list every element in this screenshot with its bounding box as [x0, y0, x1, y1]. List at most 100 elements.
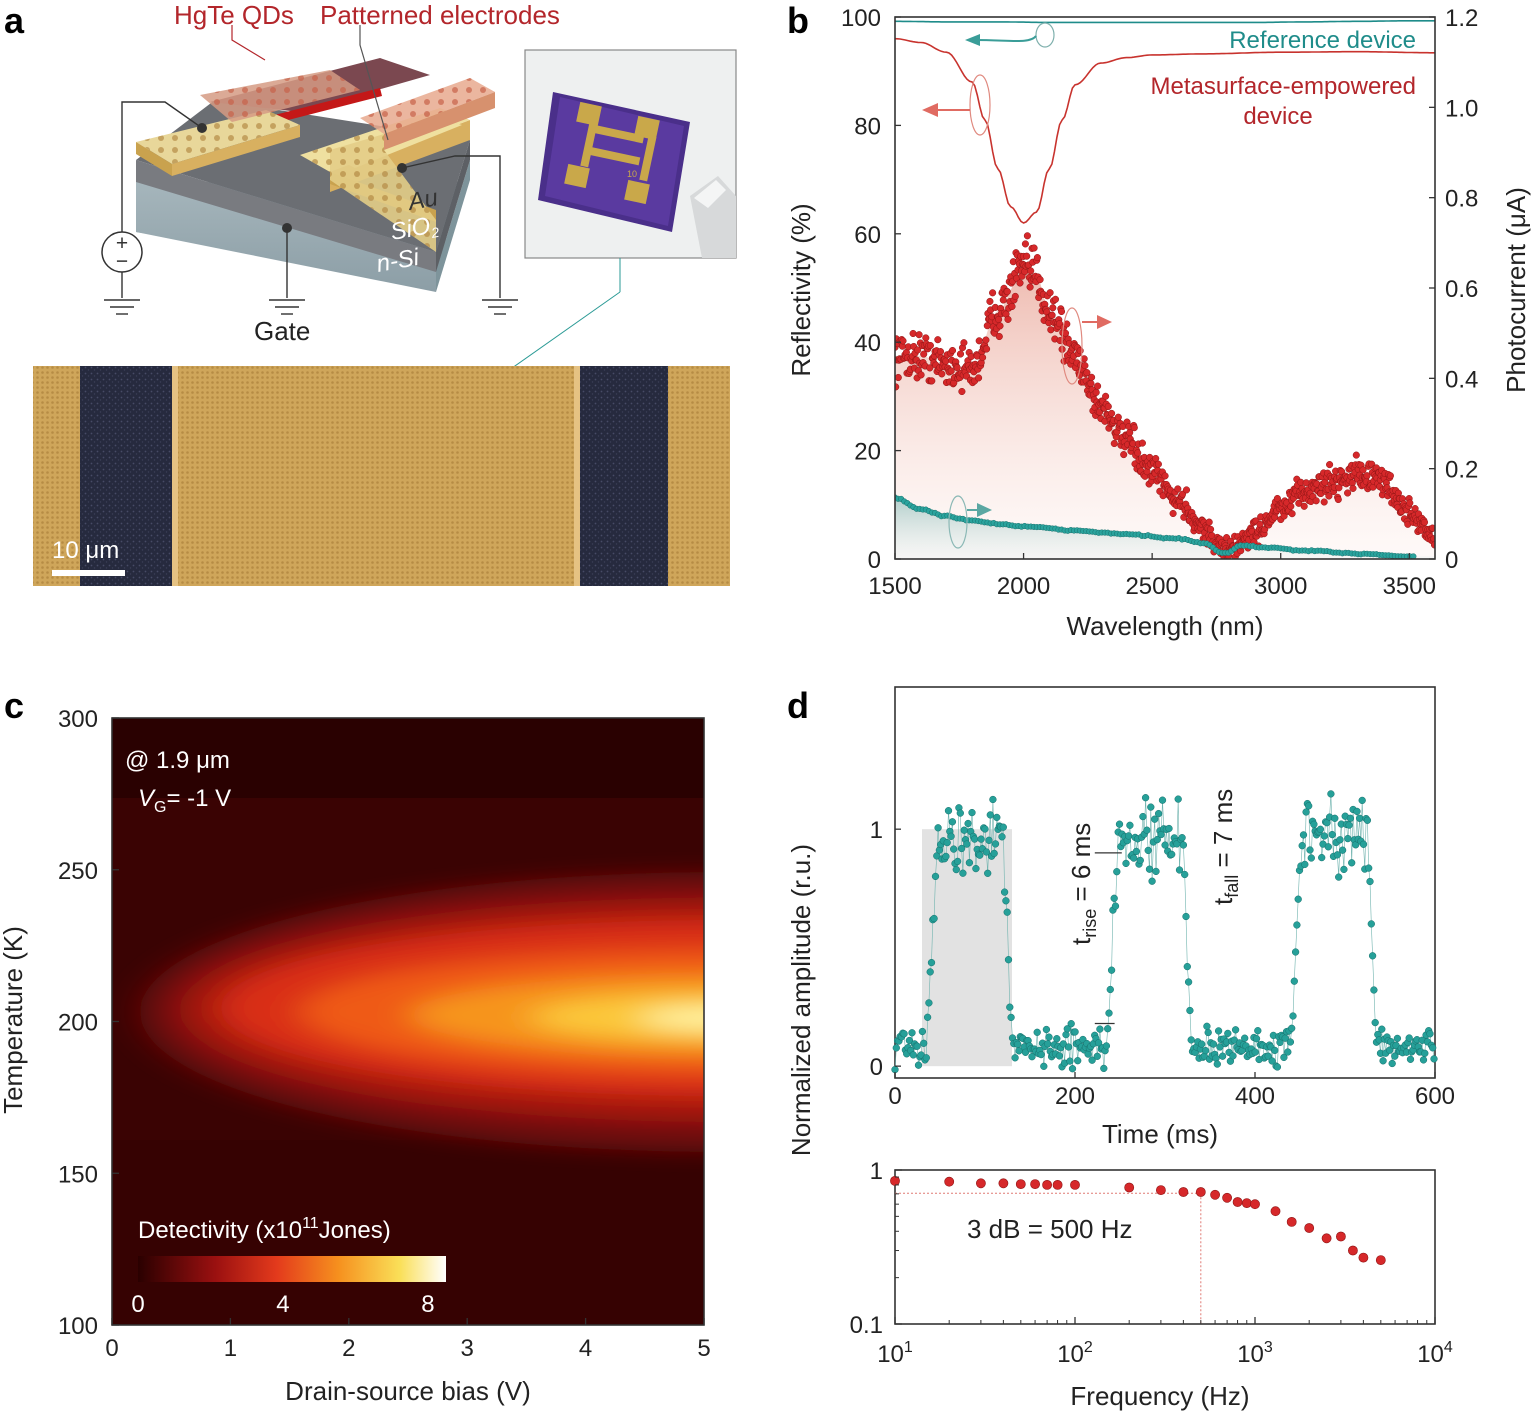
- time-trace-point: [1204, 1028, 1212, 1037]
- time-trace-point: [1040, 1062, 1048, 1070]
- time-trace-point: [1284, 1048, 1292, 1056]
- time-trace-point: [991, 840, 1000, 848]
- x-tick-label-d-bottom: 104: [1417, 1339, 1453, 1368]
- photocurrent-point-metasurface: [956, 350, 965, 358]
- time-trace-point: [1175, 866, 1184, 874]
- time-trace-point: [1184, 978, 1193, 986]
- time-trace-point: [1130, 854, 1138, 862]
- y-tick-label-c: 200: [58, 1010, 98, 1037]
- photocurrent-point-metasurface: [915, 331, 923, 339]
- panel-b: b 1500 2000 2500 3000 3500 0 20 40 60 80 100 0 0.2 0.…: [786, 0, 1531, 641]
- photocurrent-point-metasurface: [899, 337, 907, 345]
- frequency-response-point: [1124, 1182, 1135, 1193]
- time-trace-point: [1340, 865, 1348, 874]
- photocurrent-point-metasurface: [1110, 439, 1118, 448]
- x-tick-label-c: 0: [105, 1335, 118, 1362]
- frequency-response-point: [1375, 1255, 1386, 1265]
- time-trace-point: [1153, 835, 1161, 844]
- frequency-response-point: [944, 1176, 955, 1187]
- photocurrent-point-metasurface: [989, 289, 997, 297]
- time-trace-point: [1366, 877, 1374, 886]
- time-trace-point: [1268, 1057, 1276, 1065]
- time-trace-point: [1033, 1028, 1041, 1036]
- time-trace-point: [1294, 895, 1302, 903]
- time-trace-point: [1388, 1059, 1396, 1068]
- photocurrent-point-metasurface: [1046, 289, 1054, 297]
- time-trace-point: [909, 1051, 917, 1059]
- photocurrent-point-metasurface: [1023, 252, 1031, 260]
- y2-tick-label-b: 0.2: [1445, 457, 1478, 484]
- photocurrent-point-metasurface: [1108, 409, 1116, 417]
- time-trace-point: [1370, 986, 1378, 994]
- heatmap: [112, 718, 704, 1325]
- photocurrent-point-metasurface: [1092, 388, 1100, 396]
- time-trace-point: [1368, 952, 1377, 960]
- x-tick-label-b: 2500: [1125, 573, 1178, 600]
- photocurrent-point-metasurface: [1104, 402, 1112, 411]
- time-trace-point: [1231, 1026, 1240, 1034]
- time-trace-point: [934, 824, 942, 832]
- electrodes-label: Patterned electrodes: [320, 0, 560, 30]
- time-trace-point: [1320, 832, 1328, 840]
- photocurrent-point-metasurface: [1114, 413, 1122, 421]
- photocurrent-point-metasurface: [895, 373, 902, 382]
- frequency-response-point: [1336, 1231, 1346, 1242]
- y2-tick-label-b: 0: [1445, 547, 1458, 574]
- photocurrent-point-metasurface: [947, 367, 955, 375]
- photocurrent-point-metasurface: [938, 370, 946, 378]
- time-trace-point: [984, 869, 992, 877]
- photocurrent-point-metasurface: [1182, 486, 1191, 494]
- time-trace-point: [1306, 846, 1314, 854]
- time-trace-point: [972, 864, 980, 873]
- time-trace-point: [1346, 814, 1355, 822]
- time-trace-point: [957, 844, 966, 853]
- photocurrent-point-metasurface: [1430, 535, 1435, 543]
- photocurrent-point-metasurface: [936, 348, 945, 356]
- photocurrent-point-metasurface: [1011, 292, 1019, 300]
- rise-time-label: trise = 6 ms: [1066, 823, 1100, 945]
- time-trace-point: [1152, 867, 1160, 876]
- time-trace-point: [1042, 1025, 1051, 1034]
- x-tick-label-c: 2: [342, 1335, 355, 1362]
- time-trace-point: [1088, 1056, 1096, 1064]
- time-trace-point: [1421, 1049, 1429, 1057]
- y-tick-label-b: 20: [854, 439, 881, 466]
- photocurrent-point-metasurface: [1207, 525, 1215, 533]
- cutoff-annotation: 3 dB = 500 Hz: [967, 1214, 1133, 1244]
- time-trace-point: [1186, 1006, 1194, 1015]
- time-trace-point: [914, 1061, 923, 1069]
- y-tick-label-c: 300: [58, 706, 98, 733]
- photocurrent-point-metasurface: [1138, 439, 1146, 447]
- time-trace-point: [943, 838, 951, 847]
- time-trace-point: [1096, 1025, 1104, 1033]
- time-trace-point: [1302, 808, 1310, 816]
- time-trace-point: [1426, 1030, 1434, 1038]
- time-trace-point: [1113, 868, 1121, 876]
- photocurrent-point-metasurface: [1083, 369, 1091, 377]
- time-trace-point: [985, 836, 993, 844]
- time-trace-point: [1139, 812, 1147, 821]
- time-trace-point: [1391, 1052, 1399, 1060]
- time-trace-point: [930, 914, 938, 923]
- time-trace-point: [1289, 1012, 1297, 1020]
- time-trace-point: [1126, 821, 1134, 829]
- time-trace-point: [891, 1065, 899, 1074]
- x-axis-label-b: Wavelength (nm): [1067, 611, 1264, 641]
- photocurrent-point-metasurface: [1349, 484, 1357, 492]
- time-trace-point: [1144, 846, 1152, 855]
- photocurrent-point-metasurface: [1300, 502, 1308, 510]
- frequency-response-point: [1241, 1198, 1252, 1208]
- time-trace-point: [960, 826, 968, 834]
- x-tick-label-b: 1500: [868, 573, 921, 600]
- photocurrent-point-metasurface: [926, 341, 934, 350]
- time-trace-point: [1151, 815, 1159, 823]
- photocurrent-point-metasurface: [960, 339, 968, 347]
- frequency-response-point: [976, 1178, 986, 1189]
- time-trace-point: [1288, 1024, 1296, 1032]
- frequency-response-point: [890, 1176, 900, 1186]
- panel-label-d: d: [787, 685, 809, 726]
- photocurrent-point-metasurface: [1027, 267, 1035, 275]
- photocurrent-point-metasurface: [1406, 499, 1414, 507]
- time-trace-point: [1324, 843, 1332, 851]
- time-trace-point: [1067, 1020, 1075, 1028]
